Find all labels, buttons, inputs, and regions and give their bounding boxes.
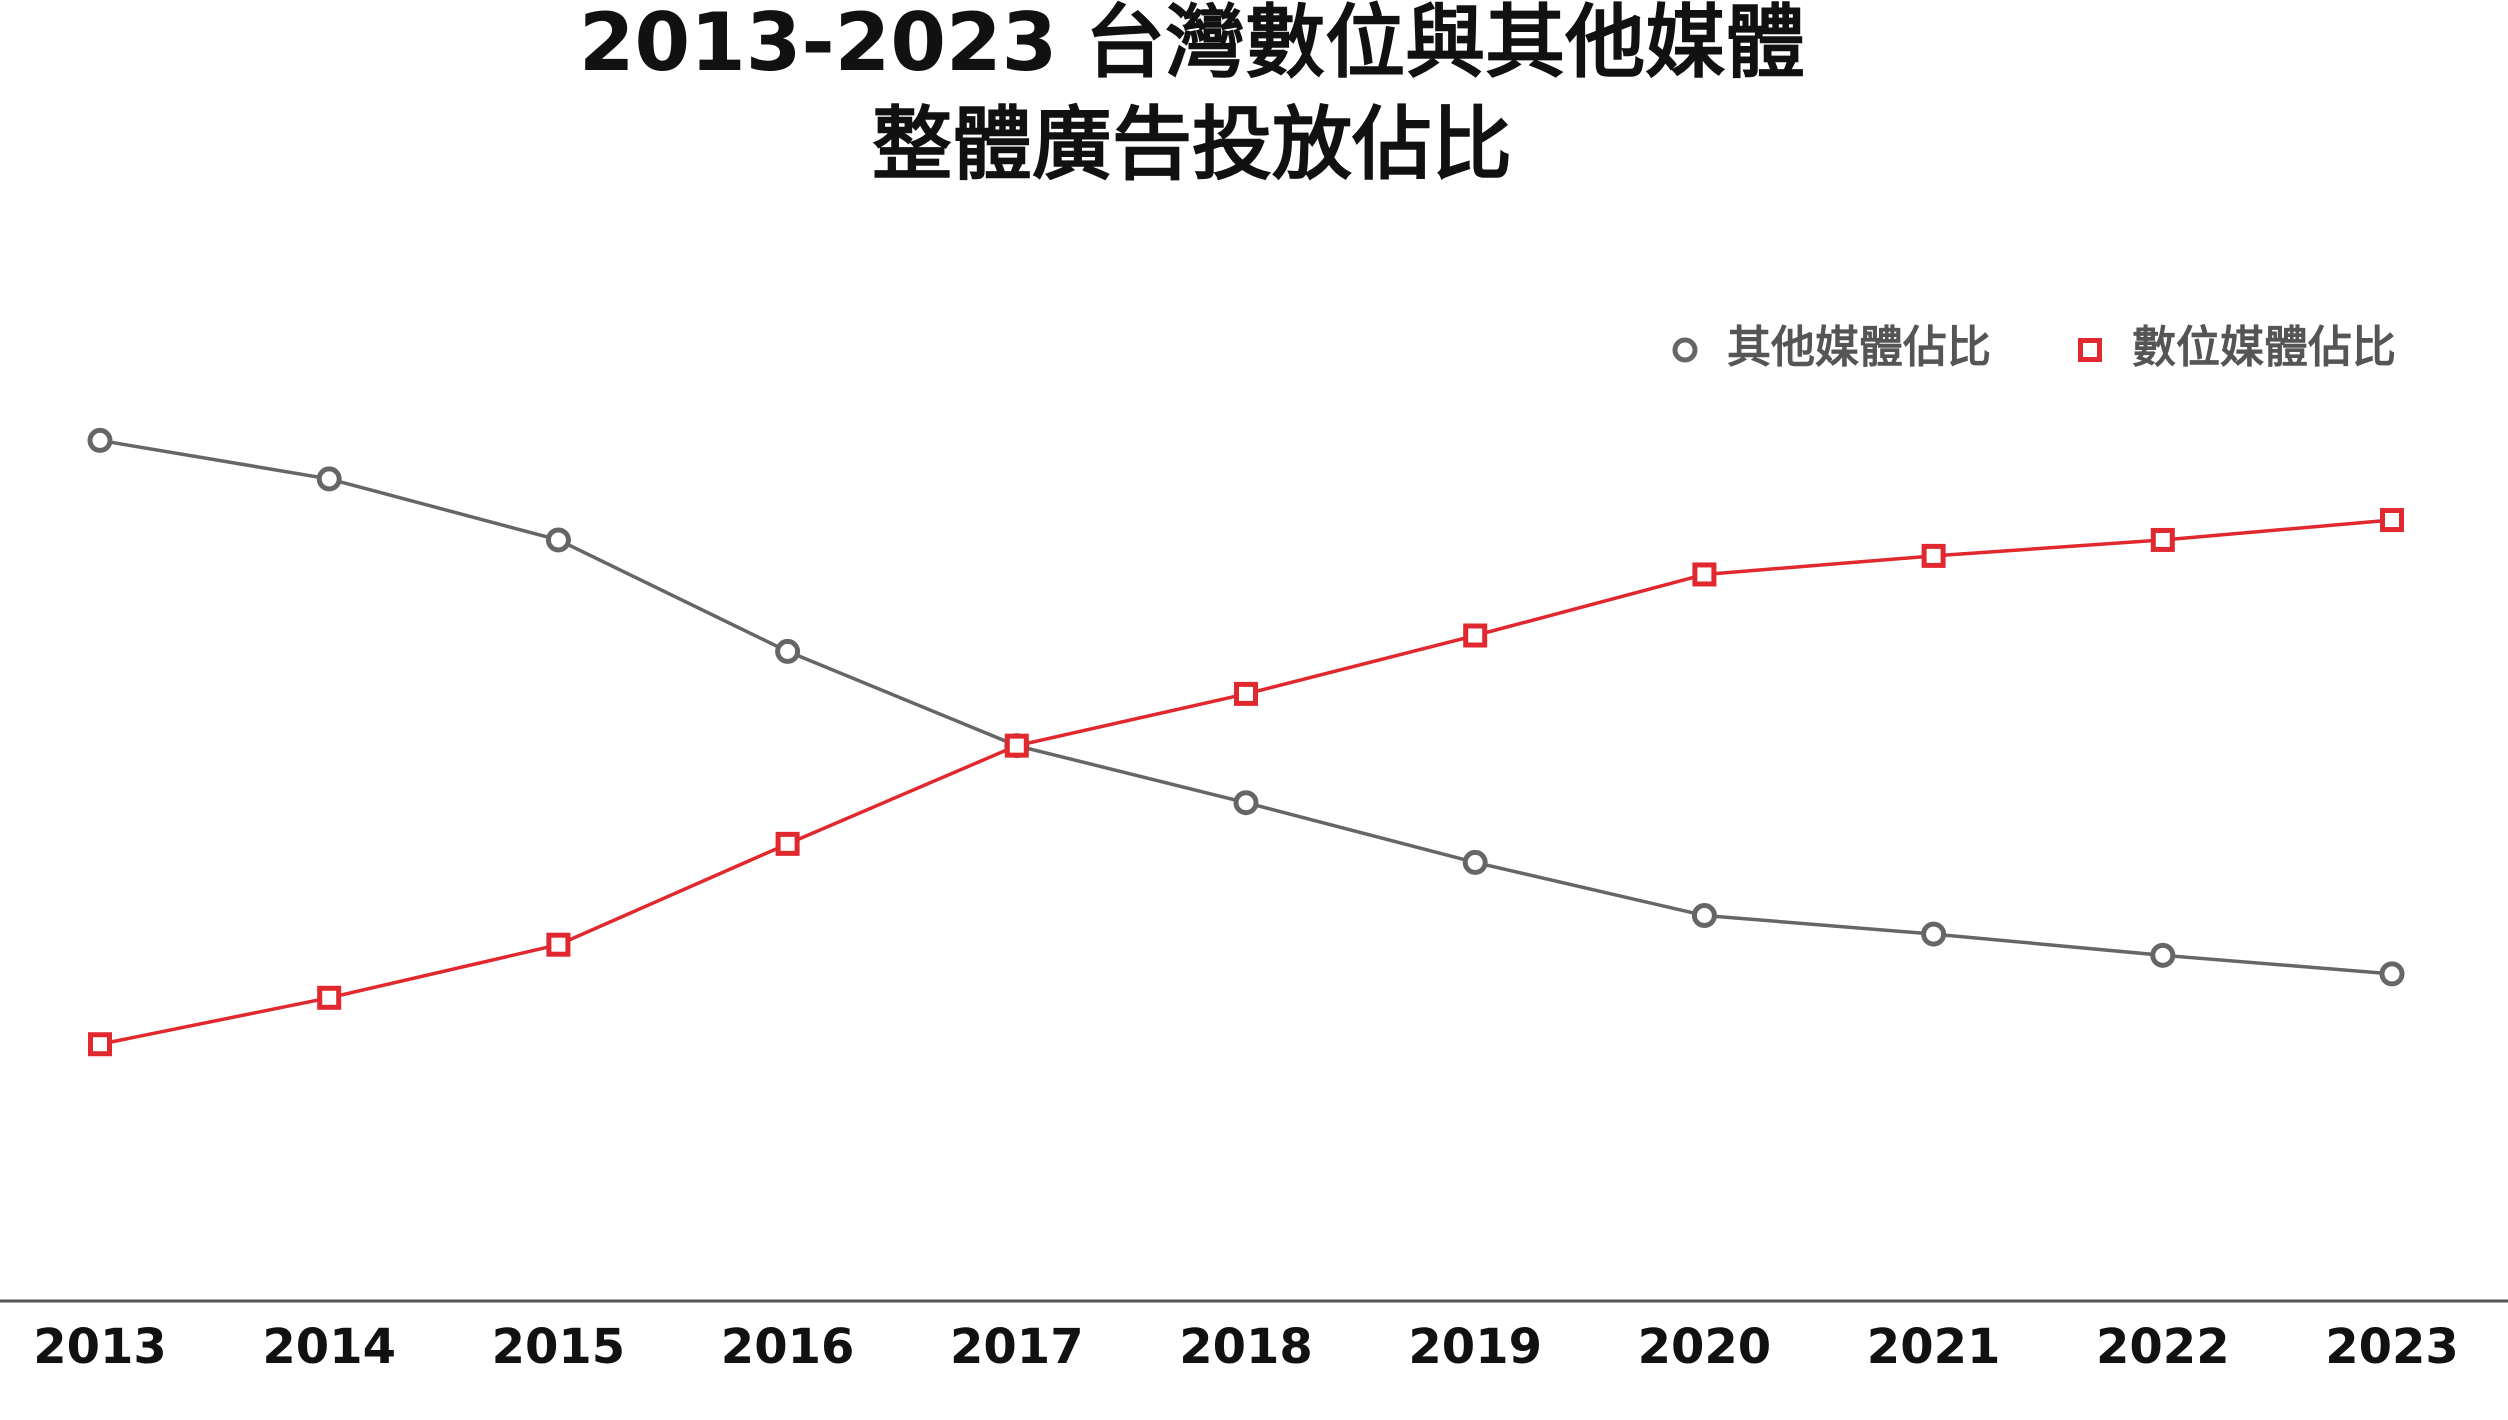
point [1234, 681, 1258, 706]
x-tick-label: 2023 [2325, 1319, 2459, 1375]
point [1462, 849, 1488, 875]
point [546, 932, 571, 957]
x-tick-label: 2013 [33, 1319, 167, 1375]
point [775, 638, 801, 664]
legend-label: 數位媒體佔比 [2132, 322, 2396, 373]
point [1233, 790, 1259, 816]
point [87, 427, 113, 453]
point [775, 831, 800, 856]
series-line [99, 438, 2393, 976]
chart-title: 2013-2023 台灣數位與其他媒體 [579, 0, 1805, 89]
point [545, 527, 571, 553]
x-tick-label: 2016 [721, 1319, 855, 1375]
point [1921, 921, 1947, 947]
legend-marker [1672, 337, 1698, 363]
x-tick-label: 2020 [1638, 1319, 1772, 1375]
point [2379, 961, 2405, 987]
chart-title: 整體廣告投放佔比 [872, 98, 1512, 191]
x-tick-label: 2022 [2096, 1319, 2230, 1375]
legend-marker [2078, 338, 2102, 362]
point [2150, 527, 2175, 552]
x-tick-label: 2017 [950, 1319, 1084, 1375]
point [1691, 903, 1717, 929]
point [1692, 562, 1717, 587]
point [2150, 942, 2176, 968]
point [1463, 623, 1488, 648]
x-tick-label: 2018 [1179, 1319, 1313, 1375]
point [88, 1032, 112, 1057]
point [316, 466, 342, 492]
x-tick-label: 2015 [492, 1319, 626, 1375]
legend-label: 其他媒體佔比 [1727, 322, 1991, 373]
point [2380, 508, 2404, 533]
series-line [99, 518, 2393, 1046]
point [317, 985, 342, 1010]
point [1004, 733, 1029, 758]
x-tick-label: 2021 [1867, 1319, 2001, 1375]
x-tick-label: 2014 [262, 1319, 396, 1375]
x-tick-label: 2019 [1408, 1319, 1542, 1375]
point [1921, 543, 1946, 568]
